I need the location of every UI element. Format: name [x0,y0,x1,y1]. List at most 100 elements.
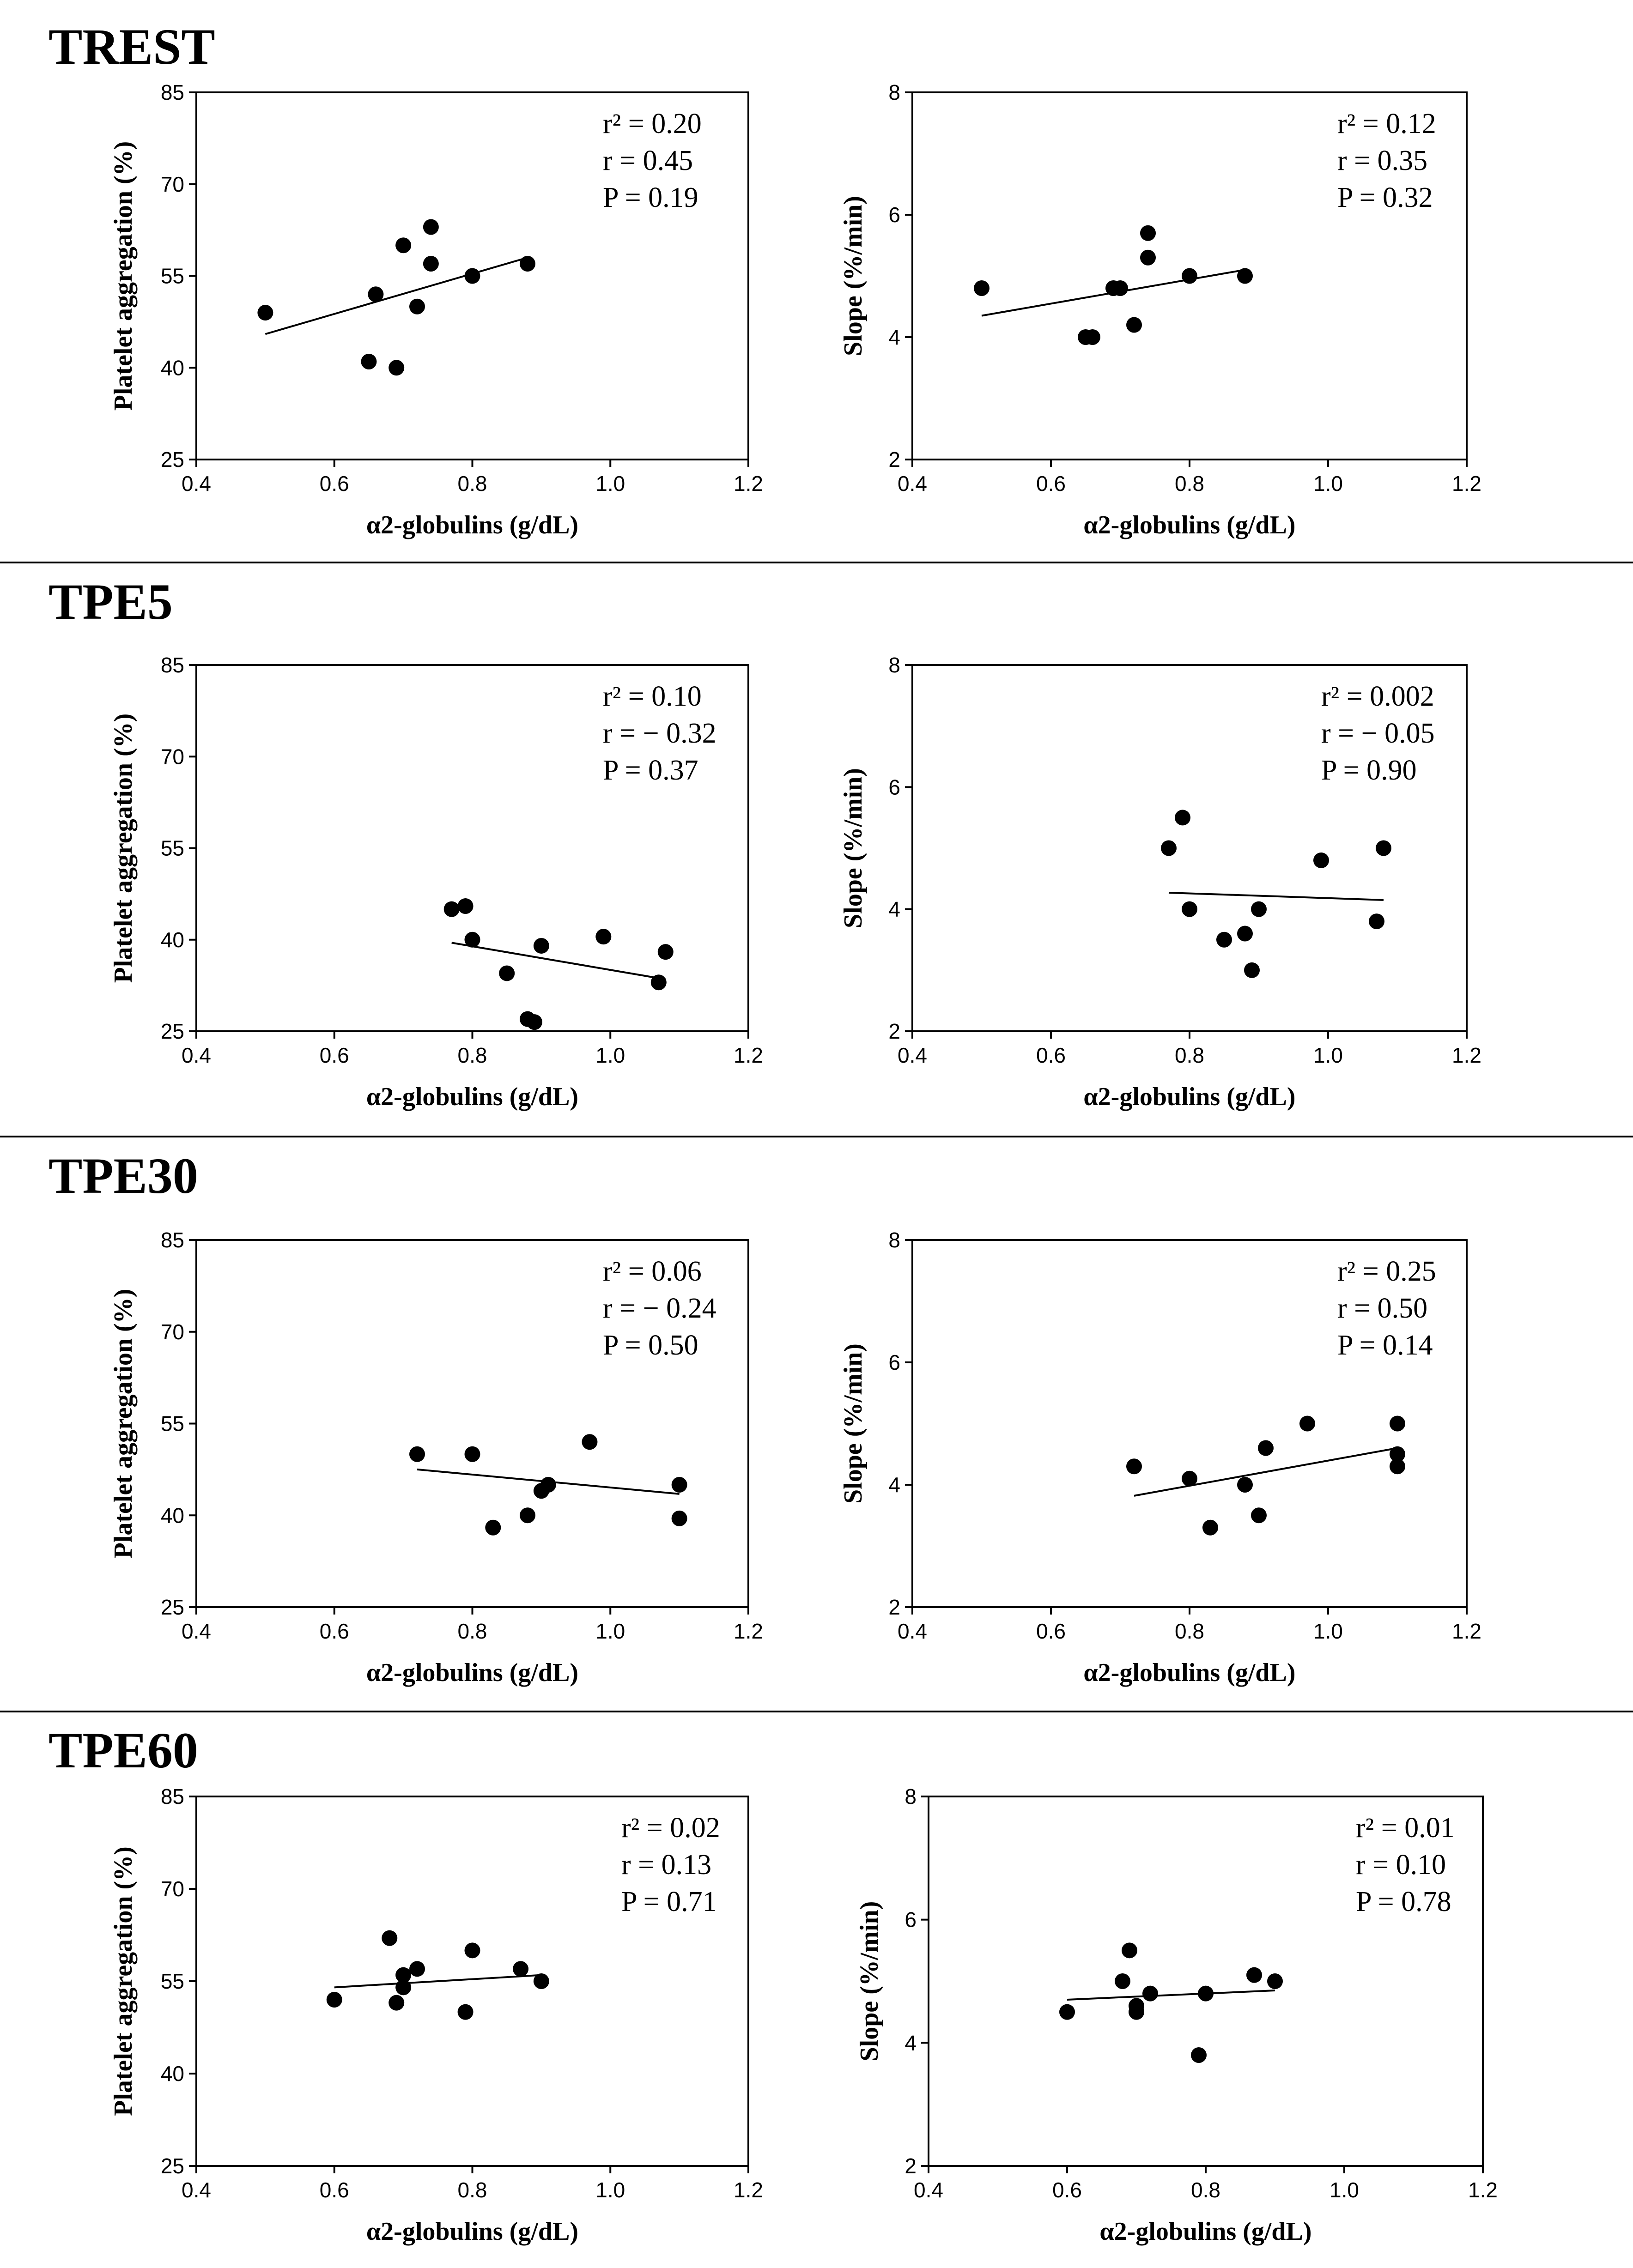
x-axis-label: α2-globulins (g/dL) [366,511,578,539]
x-tick-label: 0.8 [458,1619,487,1643]
data-point [533,1973,549,1989]
y-tick-label: 8 [905,1784,917,1808]
x-tick-label: 0.8 [1175,1619,1204,1643]
data-point [1216,931,1232,948]
y-axis-label: Platelet aggregation (%) [109,1846,138,2116]
y-tick-label: 70 [161,1877,184,1901]
panel-tpe60-aggregation: 0.4 0.6 0.8 1.0 1.2 25 40 55 70 85 α2-globulins (g… [109,1784,763,2246]
data-point [409,298,425,314]
y-axis-label: Platelet aggregation (%) [109,1289,138,1559]
x-tick-label: 0.4 [898,472,927,496]
data-point [326,1992,342,2008]
data-point [650,974,667,991]
x-tick-label: 1.0 [1313,1043,1343,1067]
data-point [382,1930,398,1946]
stat-annotation: r = − 0.05 [1321,718,1435,749]
data-point [540,1477,556,1493]
y-tick-label: 4 [905,2031,917,2055]
stat-annotation: r = − 0.32 [603,718,716,749]
y-tick-label: 40 [161,1503,184,1527]
x-tick-label: 0.6 [320,2178,349,2202]
data-point [464,931,480,948]
data-point [1112,280,1128,296]
data-point [485,1519,501,1536]
data-point [464,268,480,284]
data-point [1390,1415,1405,1432]
data-point [1126,317,1142,333]
x-tick-label: 1.2 [1468,2178,1498,2202]
stat-annotation: P = 0.32 [1337,182,1433,213]
y-tick-label: 25 [161,1595,184,1619]
data-point [1313,852,1329,868]
y-tick-label: 55 [161,836,184,860]
x-tick-label: 0.8 [1175,472,1204,496]
data-point [1390,1458,1405,1475]
stat-annotation: P = 0.71 [621,1886,717,1917]
stat-annotation: r² = 0.10 [603,681,702,712]
data-point [409,1961,425,1977]
data-point [395,1967,412,1983]
x-tick-label: 1.0 [595,1619,625,1643]
x-tick-label: 1.0 [595,1043,625,1067]
y-axis-label: Slope (%/min) [839,196,868,356]
data-point [423,219,439,235]
data-point [361,354,377,369]
data-point [1182,1470,1197,1487]
data-point [1122,1942,1137,1959]
stat-annotation: r = 0.13 [621,1849,711,1881]
x-tick-label: 0.8 [458,2178,487,2202]
y-axis-label: Platelet aggregation (%) [109,714,138,983]
data-point [443,901,460,917]
x-tick-label: 1.2 [734,2178,763,2202]
data-point [1140,225,1156,241]
y-axis-label: Platelet aggregation (%) [109,141,138,411]
x-tick-label: 1.0 [1313,472,1343,496]
x-tick-label: 1.2 [734,1043,763,1067]
y-tick-label: 8 [888,80,900,104]
stat-annotation: r² = 0.20 [603,108,702,139]
stat-annotation: r² = 0.01 [1356,1812,1455,1844]
stat-annotation: r = 0.45 [603,145,693,176]
data-point [457,898,474,914]
data-point [423,256,439,272]
data-point [1246,1967,1262,1983]
data-point [520,1507,535,1524]
data-point [1161,840,1177,856]
y-tick-label: 2 [888,1595,900,1619]
panel-trest-aggregation: 0.4 0.6 0.8 1.0 1.2 25 40 55 70 85 α2-globulins (g… [109,80,763,539]
x-axis-label: α2-globulins (g/dL) [366,1658,578,1687]
y-tick-label: 25 [161,2154,184,2178]
y-tick-label: 70 [161,744,184,768]
data-point [1237,268,1253,284]
data-point [520,256,535,272]
y-tick-label: 85 [161,653,184,677]
data-point [1267,1973,1283,1989]
panel-tpe30-aggregation: 0.4 0.6 0.8 1.0 1.2 25 40 55 70 85 α2-globulins (g… [109,1228,763,1687]
stat-annotation: P = 0.90 [1321,755,1417,786]
y-tick-label: 25 [161,448,184,472]
data-point [1376,840,1391,856]
data-point [1140,249,1156,266]
x-tick-label: 0.4 [914,2178,943,2202]
x-tick-label: 0.8 [458,472,487,496]
x-tick-label: 0.4 [898,1043,927,1067]
y-tick-label: 55 [161,1969,184,1993]
x-tick-label: 0.8 [1175,1043,1204,1067]
stat-annotation: r² = 0.12 [1337,108,1436,139]
data-point [1251,901,1267,917]
x-tick-label: 0.6 [320,1619,349,1643]
panel-tpe60-slope: 0.4 0.6 0.8 1.0 1.2 2 4 6 8 α2-globulins (g/dL) Sl… [855,1784,1498,2246]
data-point [671,1510,687,1526]
section-title-tpe30: TPE30 [49,1148,198,1204]
x-axis-label: α2-globulins (g/dL) [366,1083,578,1111]
y-axis-label: Slope (%/min) [855,1901,884,2062]
data-point [1085,329,1100,345]
y-tick-label: 8 [888,1228,900,1252]
section-title-tpe5: TPE5 [49,574,173,630]
stat-annotation: r² = 0.02 [621,1812,720,1844]
stat-annotation: r = 0.35 [1337,145,1427,176]
y-tick-label: 6 [888,775,900,799]
data-point [533,937,549,954]
stat-annotation: r² = 0.25 [1337,1256,1436,1287]
